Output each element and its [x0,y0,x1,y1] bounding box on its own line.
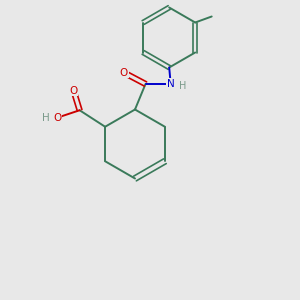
Text: O: O [70,86,78,96]
Text: O: O [53,113,61,123]
Text: H: H [42,113,50,123]
Text: O: O [120,68,128,78]
Text: H: H [179,80,186,91]
Text: N: N [167,79,175,89]
